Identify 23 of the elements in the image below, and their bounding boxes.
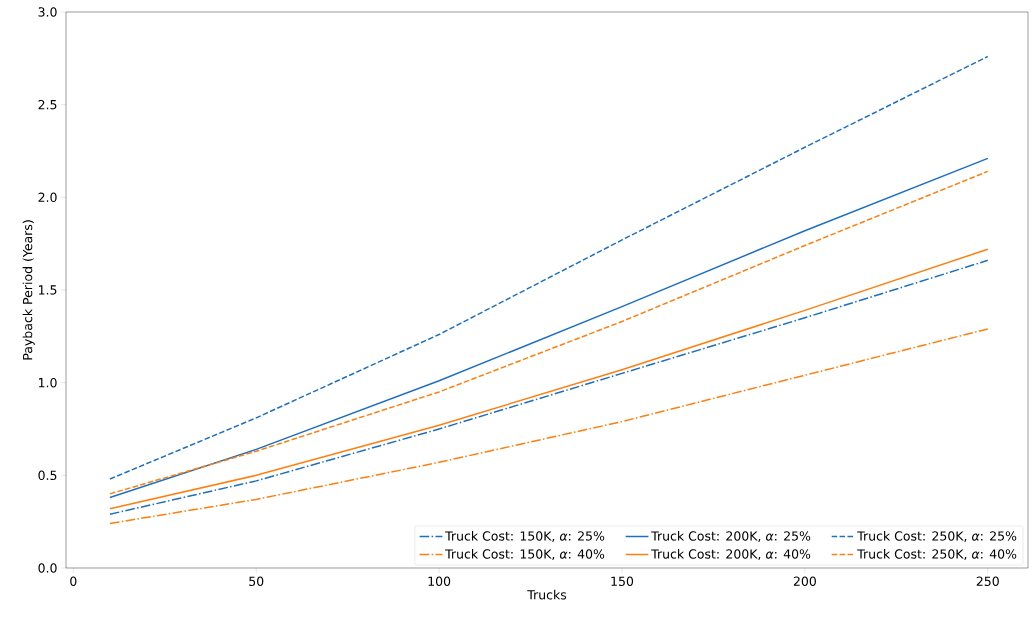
y-tick-label: 1.5 [38,285,57,295]
line-series [109,328,989,525]
y-tick-label: 0.0 [38,563,57,573]
x-tick-label: 0 [70,576,77,586]
x-tick-label: 150 [611,576,634,586]
y-axis-title: Payback Period (Years) [22,220,35,360]
y-tick-label: 0.5 [38,470,57,481]
legend-label: Truck Cost: 150K, α: 25% [445,531,605,542]
y-tick-label: 3.0 [38,7,57,17]
legend-label: Truck Cost: 250K, α: 40% [857,549,1017,560]
legend-label: Truck Cost: 150K, α: 40% [445,549,605,560]
line-series [109,55,989,480]
legend-label: Truck Cost: 200K, α: 25% [651,531,811,542]
y-tick-label: 2.5 [38,99,57,110]
y-tick-label: 2.0 [38,192,57,203]
x-axis-title: Trucks [527,589,567,600]
x-tick-label: 100 [428,576,451,586]
legend-label: Truck Cost: 250K, α: 25% [857,531,1017,542]
x-tick-label: 50 [249,576,264,586]
legend-label: Truck Cost: 200K, α: 40% [651,549,811,560]
x-tick-label: 200 [793,576,816,586]
y-tick-label: 1.0 [38,377,57,388]
x-tick-label: 250 [976,576,999,586]
